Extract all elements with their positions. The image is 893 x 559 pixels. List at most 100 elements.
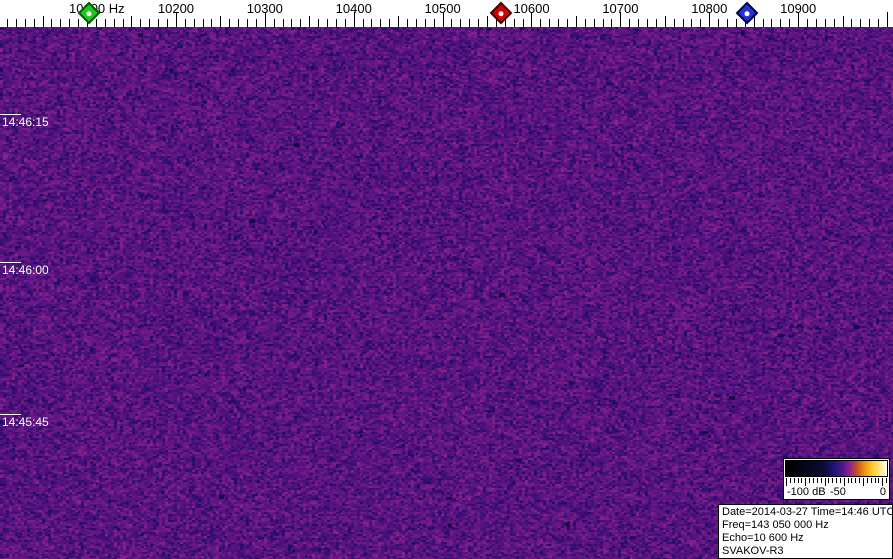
freq-tick xyxy=(291,19,292,27)
frequency-axis: 10100 Hz 10200 10300 10400 10500 10600 10700 10… xyxy=(0,0,893,27)
freq-tick xyxy=(380,19,381,27)
db-ruler-tick xyxy=(801,478,803,483)
freq-tick xyxy=(34,19,35,27)
time-tick-line xyxy=(0,262,21,263)
freq-tick xyxy=(220,16,221,27)
freq-tick xyxy=(816,19,817,27)
freq-tick xyxy=(371,19,372,27)
freq-tick xyxy=(69,19,70,27)
db-color-scale: -100 dB -50 0 xyxy=(783,458,890,500)
freq-tick xyxy=(434,19,435,27)
freq-tick xyxy=(131,16,132,27)
freq-tick xyxy=(158,19,159,27)
freq-tick xyxy=(789,19,790,27)
db-ruler-tick xyxy=(786,478,787,486)
db-label-min: -100 dB xyxy=(787,486,826,498)
time-label: 14:46:00 xyxy=(2,263,49,277)
freq-tick xyxy=(416,19,417,27)
freq-tick xyxy=(194,19,195,27)
freq-tick xyxy=(691,19,692,27)
freq-tick-label: 10300 xyxy=(246,1,283,16)
freq-tick xyxy=(7,19,8,27)
freq-tick xyxy=(807,19,808,27)
db-ruler-tick xyxy=(828,478,830,483)
freq-tick xyxy=(736,19,737,27)
freq-marker-red[interactable] xyxy=(489,1,513,25)
freq-tick xyxy=(300,19,301,27)
freq-tick xyxy=(327,19,328,27)
marker-center-dot xyxy=(743,9,751,17)
freq-tick xyxy=(594,19,595,27)
marker-center-dot xyxy=(85,9,93,17)
freq-tick xyxy=(105,19,106,27)
freq-tick xyxy=(140,19,141,27)
freq-tick xyxy=(878,19,879,27)
db-ruler-tick xyxy=(816,478,818,483)
freq-tick xyxy=(531,12,532,27)
freq-tick xyxy=(123,19,124,27)
db-label-mid: -50 xyxy=(830,486,846,498)
freq-tick xyxy=(398,16,399,27)
freq-tick xyxy=(309,16,310,27)
time-tick-line xyxy=(0,114,21,115)
freq-tick xyxy=(869,19,870,27)
db-ruler-tick xyxy=(863,478,864,486)
db-ruler-tick xyxy=(859,478,861,483)
freq-tick xyxy=(211,19,212,27)
freq-tick xyxy=(238,19,239,27)
freq-tick xyxy=(229,19,230,27)
freq-tick-label: 10800 xyxy=(691,1,728,16)
freq-tick xyxy=(851,19,852,27)
db-ruler-tick xyxy=(855,478,857,483)
freq-tick xyxy=(336,19,337,27)
db-ruler-tick xyxy=(789,478,791,483)
freq-tick xyxy=(78,19,79,27)
freq-tick xyxy=(611,19,612,27)
freq-tick xyxy=(585,19,586,27)
freq-tick xyxy=(51,19,52,27)
freq-tick xyxy=(451,19,452,27)
db-ruler-tick xyxy=(870,478,872,483)
freq-tick xyxy=(265,12,266,27)
freq-tick xyxy=(860,19,861,27)
freq-tick xyxy=(603,19,604,27)
freq-tick xyxy=(505,19,506,27)
freq-tick xyxy=(647,19,648,27)
freq-tick xyxy=(345,19,346,27)
freq-tick xyxy=(709,12,710,27)
freq-tick xyxy=(780,19,781,27)
freq-tick xyxy=(718,19,719,27)
freq-tick xyxy=(478,19,479,27)
db-ruler-tick xyxy=(878,478,880,483)
freq-tick xyxy=(887,12,888,27)
freq-tick xyxy=(523,19,524,27)
freq-tick xyxy=(96,19,97,27)
freq-tick xyxy=(549,19,550,27)
time-label: 14:45:45 xyxy=(2,415,49,429)
freq-tick xyxy=(185,19,186,27)
freq-tick-label: 10200 xyxy=(157,1,195,16)
db-ruler-tick xyxy=(874,478,876,483)
freq-tick xyxy=(389,19,390,27)
freq-tick xyxy=(425,19,426,27)
db-ruler-tick xyxy=(812,478,814,483)
freq-tick xyxy=(247,19,248,27)
db-scale-labels: -100 dB -50 0 xyxy=(784,486,889,499)
freq-tick-label: 10400 xyxy=(335,1,372,16)
db-ruler-tick xyxy=(882,478,884,486)
freq-tick xyxy=(460,19,461,27)
freq-tick xyxy=(558,19,559,27)
freq-tick xyxy=(256,19,257,27)
db-ruler-tick xyxy=(843,478,845,486)
db-ruler-tick xyxy=(847,478,849,483)
freq-tick xyxy=(318,19,319,27)
freq-tick-label: 10700 xyxy=(602,1,639,16)
db-ruler-tick xyxy=(793,478,795,483)
freq-tick xyxy=(496,19,497,27)
freq-tick xyxy=(43,16,44,27)
freq-tick xyxy=(25,19,26,27)
freq-tick xyxy=(834,19,835,27)
freq-tick xyxy=(727,19,728,27)
db-ruler-tick xyxy=(851,478,853,483)
